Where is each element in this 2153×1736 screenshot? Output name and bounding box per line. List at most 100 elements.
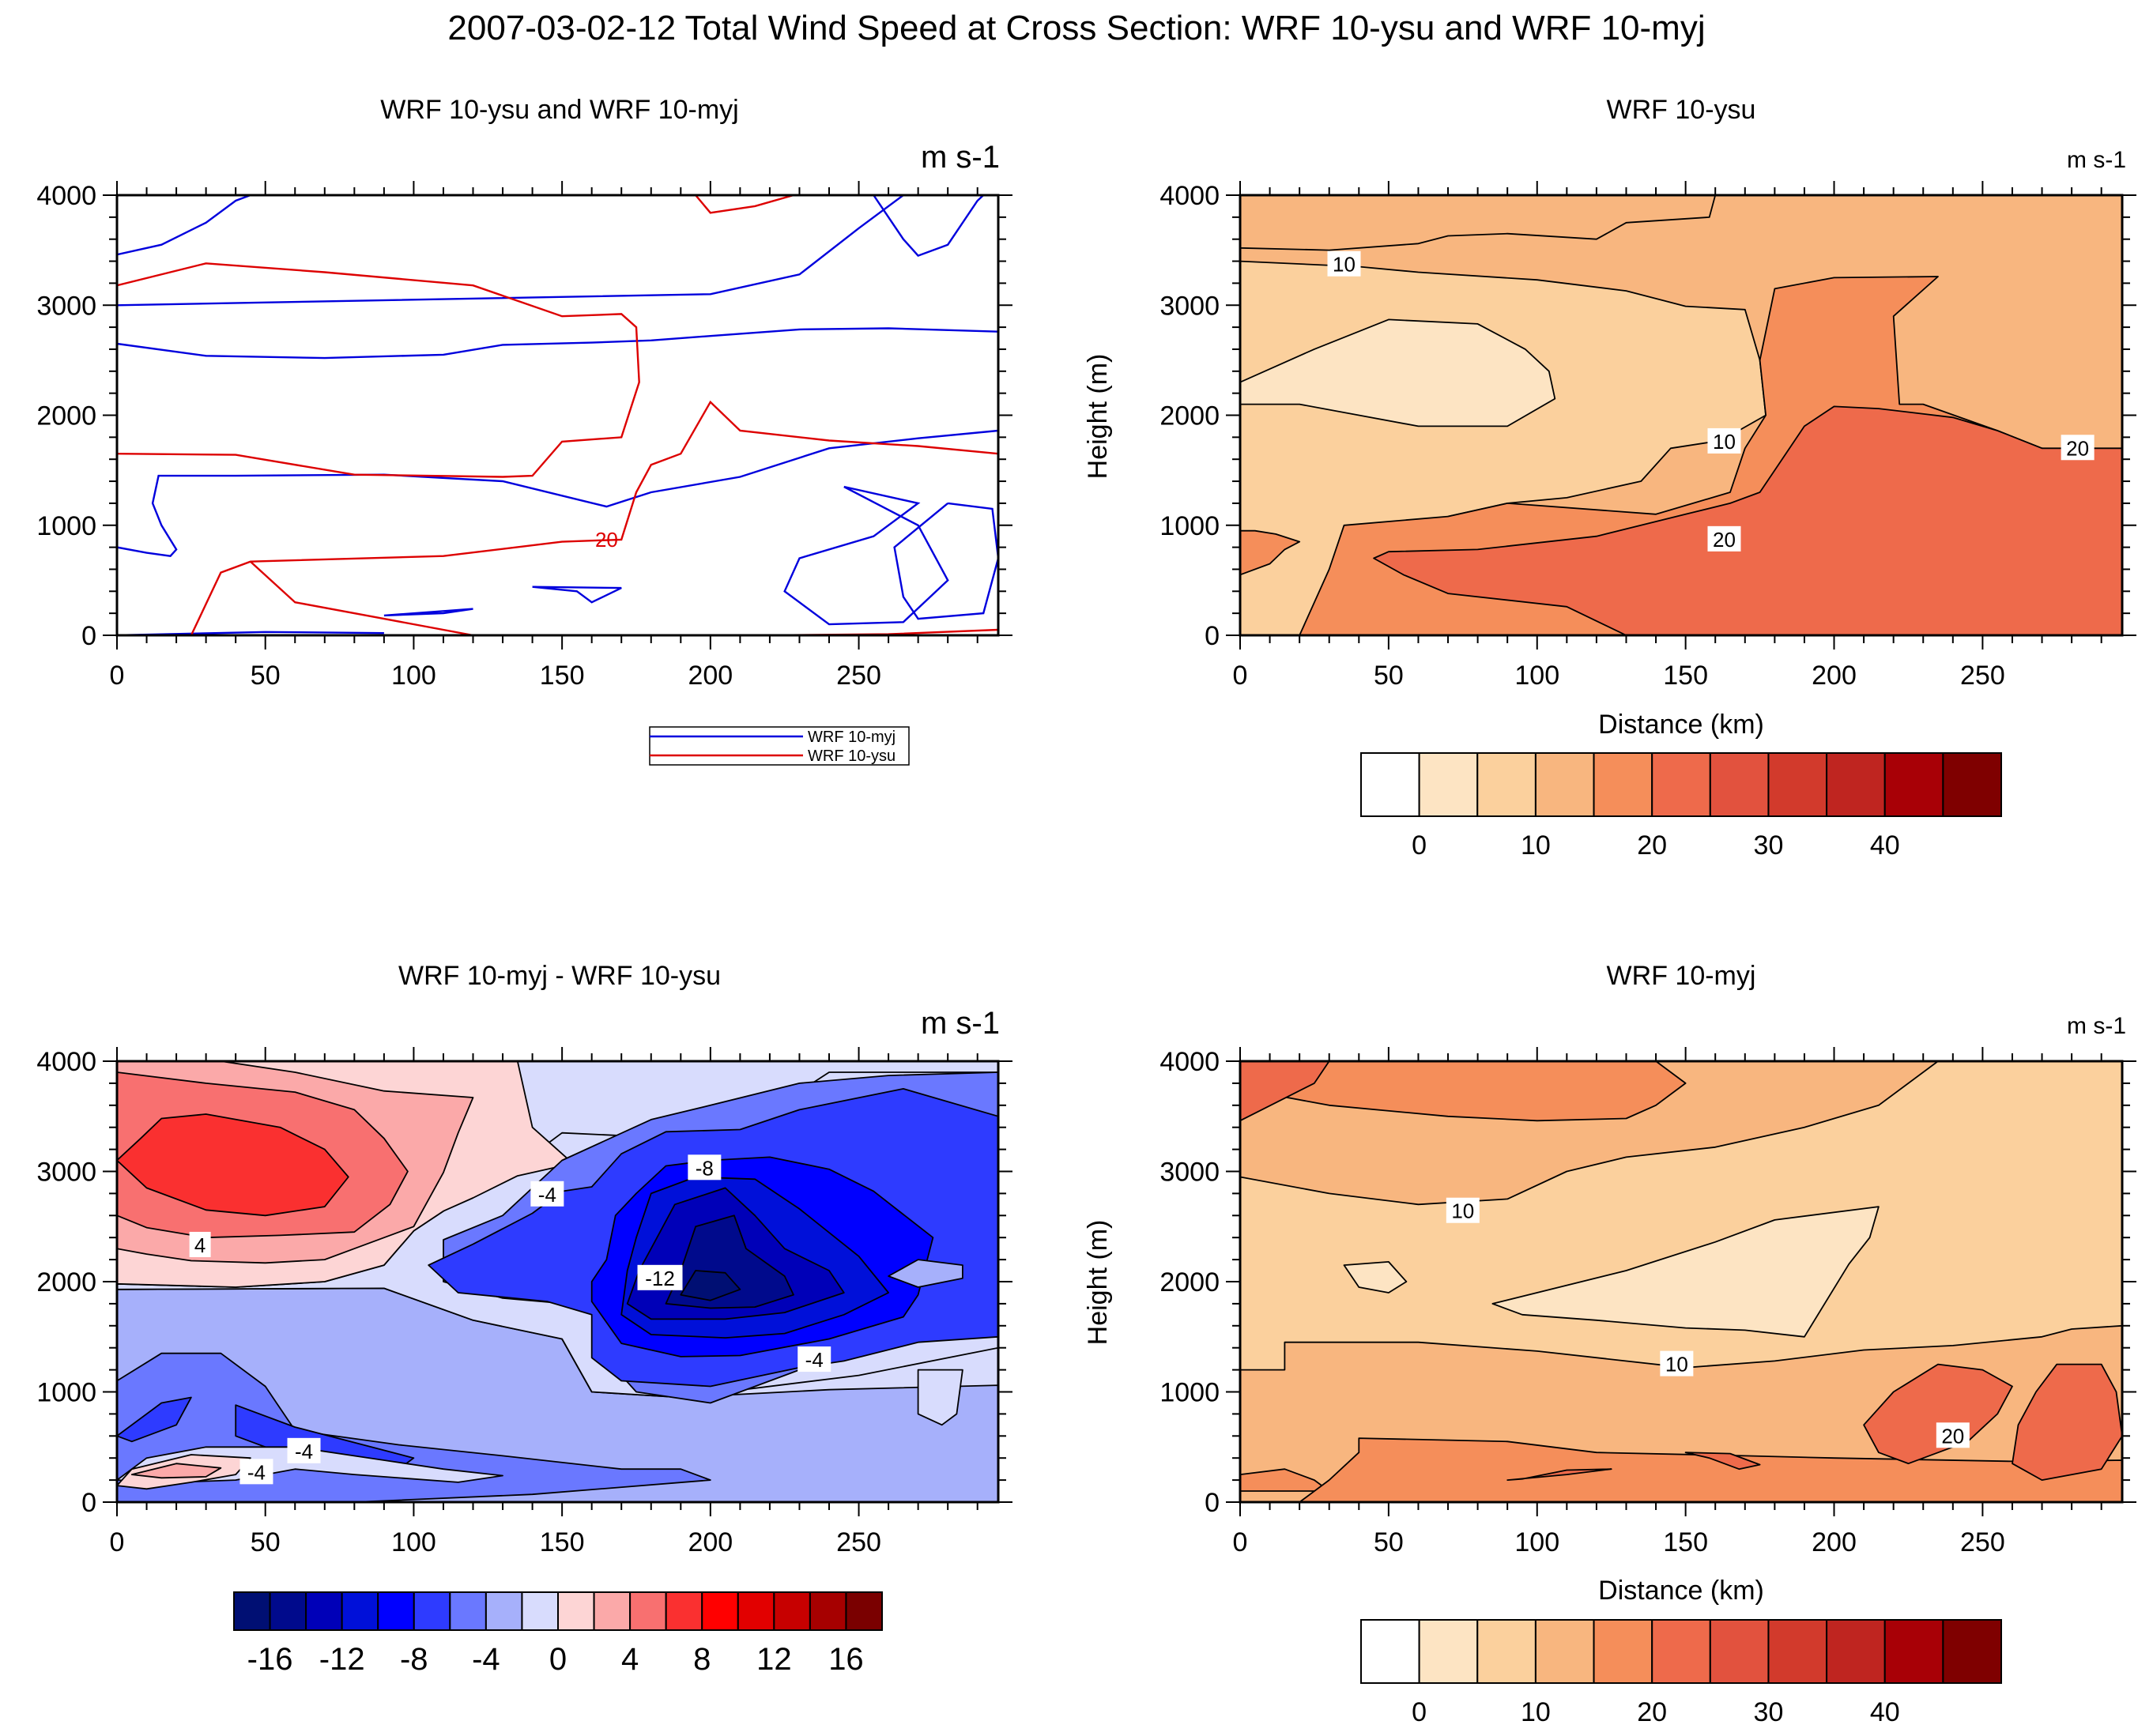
contour-label: -4 (239, 1459, 273, 1485)
contour-region (1240, 1061, 2122, 1371)
series-line-wrf-10-ysu (695, 195, 794, 214)
contour-label-text: 10 (1451, 1199, 1474, 1223)
colorbar-tick-label: 40 (1870, 1697, 1900, 1727)
contour-region (2012, 1363, 2122, 1481)
contour-label-text: 10 (1713, 430, 1736, 454)
colorbar-box (1883, 1619, 1944, 1684)
colorbar-box (521, 1591, 560, 1631)
x-tick-label: 50 (251, 661, 281, 691)
colorbar-box (413, 1591, 451, 1631)
colorbar-box (485, 1591, 523, 1631)
contour-label: 10 (1707, 427, 1741, 454)
contour-label-bg (1707, 427, 1741, 454)
x-tick-label: 100 (1514, 661, 1559, 691)
series-line-wrf-10-myj (383, 608, 473, 617)
contour-label-text: 20 (2066, 436, 2089, 460)
x-tick-label: 150 (540, 661, 585, 691)
panel-a-legend: WRF 10-myj WRF 10-ysu (649, 726, 910, 766)
panel-c-axes: 0 50 100 150 200 250 0 1000 2000 3000 4000 (36, 1047, 1012, 1557)
contour-region (130, 1463, 222, 1479)
panel-myj-filled: WRF 10-myj m s-1 Distance (km) Height (m… (1083, 961, 2136, 1727)
colorbar-box (341, 1591, 379, 1631)
series-line-wrf-10-myj (532, 586, 622, 604)
colorbar-box (1476, 1619, 1537, 1684)
contour-region (1863, 1363, 2013, 1465)
panel-c-title: WRF 10-myj - WRF 10-ysu (398, 961, 721, 991)
colorbar-box (1418, 1619, 1479, 1684)
contour-label: 20 (1936, 1422, 1970, 1448)
series-line-wrf-10-ysu (250, 560, 473, 635)
colorbar-tick-label: 30 (1754, 830, 1784, 860)
panel-b-ylabel: Height (m) (1083, 354, 1113, 480)
contour-region (1240, 1061, 1687, 1122)
contour-label-text: 10 (1665, 1353, 1688, 1376)
colorbar-box (1418, 752, 1479, 817)
panel-a-units: m s-1 (921, 140, 1000, 175)
contour-label-bg (1936, 1422, 1970, 1448)
panel-d-title: WRF 10-myj (1607, 961, 1756, 991)
colorbar-tick-label: 30 (1754, 1697, 1784, 1727)
colorbar-tick-label: 10 (1521, 1697, 1551, 1727)
colorbar-box (305, 1591, 343, 1631)
colorbar-box (1534, 752, 1595, 817)
y-tick-label: 2000 (1159, 401, 1220, 431)
legend-label-ysu: WRF 10-ysu (808, 747, 896, 765)
contour-label-text: 20 (1713, 528, 1736, 552)
panel-ysu-filled: WRF 10-ysu m s-1 Distance (km) Height (m… (1083, 95, 2136, 860)
contour-label: 20 (1707, 525, 1741, 552)
contour-region (1240, 1061, 1330, 1122)
contour-region (1373, 405, 2122, 635)
x-tick-label: 250 (836, 1527, 881, 1557)
contour-label-bg (688, 1154, 722, 1181)
panel-b-axes: 0 50 100 150 200 250 0 1000 2000 3000 4000 (1159, 181, 2136, 691)
x-tick-label: 100 (1514, 1527, 1559, 1557)
colorbar-box (269, 1591, 307, 1631)
colorbar-box (449, 1591, 487, 1631)
contour-label-text: 20 (595, 528, 618, 552)
colorbar-box (1593, 1619, 1653, 1684)
x-tick-label: 200 (1812, 661, 1857, 691)
figure-title: 2007-03-02-12 Total Wind Speed at Cross … (447, 9, 1705, 47)
colorbar-tick-label: -4 (472, 1642, 500, 1677)
panel-c-units: m s-1 (921, 1006, 1000, 1041)
y-tick-label: 3000 (1159, 291, 1220, 321)
y-tick-label: 0 (1205, 1488, 1220, 1518)
series-line-wrf-10-myj (893, 502, 998, 620)
y-tick-label: 2000 (36, 1267, 96, 1297)
contour-label-bg (530, 1181, 564, 1207)
colorbar-box (1826, 752, 1886, 817)
colorbar-box (1651, 1619, 1711, 1684)
contour-label: 10 (1327, 250, 1361, 277)
y-tick-label: 1000 (1159, 1378, 1220, 1408)
panel-c-plot-area: 4 -4 -8 -12 -4 -4 -4 (117, 1061, 998, 1502)
x-tick-label: 200 (688, 1527, 733, 1557)
colorbar-box (809, 1591, 847, 1631)
colorbar-tick-label: 12 (756, 1642, 792, 1677)
colorbar-box (1534, 1619, 1595, 1684)
contour-label: -4 (530, 1181, 564, 1207)
colorbar-box (1942, 1619, 2002, 1684)
contour-label: -12 (637, 1264, 683, 1290)
y-tick-label: 1000 (36, 1378, 96, 1408)
y-tick-label: 4000 (36, 1047, 96, 1077)
colorbar-box (845, 1591, 884, 1631)
x-tick-label: 200 (688, 661, 733, 691)
panel-b-colorbar: 0 10 20 30 40 (1360, 752, 2002, 860)
panel-d-colorbar: 0 10 20 30 40 (1360, 1619, 2002, 1727)
y-tick-label: 4000 (1159, 181, 1220, 211)
colorbar-tick-label: 20 (1637, 1697, 1667, 1727)
contour-region (1506, 1468, 1612, 1481)
y-tick-label: 3000 (36, 291, 96, 321)
panel-a-title: WRF 10-ysu and WRF 10-myj (380, 95, 738, 125)
contour-region (1240, 529, 1301, 635)
x-tick-label: 150 (1663, 1527, 1708, 1557)
colorbar-tick-label: 10 (1521, 830, 1551, 860)
contour-label-text: 20 (1941, 1424, 1964, 1448)
colorbar-box (1476, 752, 1537, 817)
y-tick-label: 2000 (1159, 1267, 1220, 1297)
panel-d-units: m s-1 (2067, 1013, 2126, 1039)
panel-b-units: m s-1 (2067, 147, 2126, 173)
y-tick-label: 4000 (1159, 1047, 1220, 1077)
colorbar-box (773, 1591, 811, 1631)
contour-region (888, 1259, 963, 1288)
